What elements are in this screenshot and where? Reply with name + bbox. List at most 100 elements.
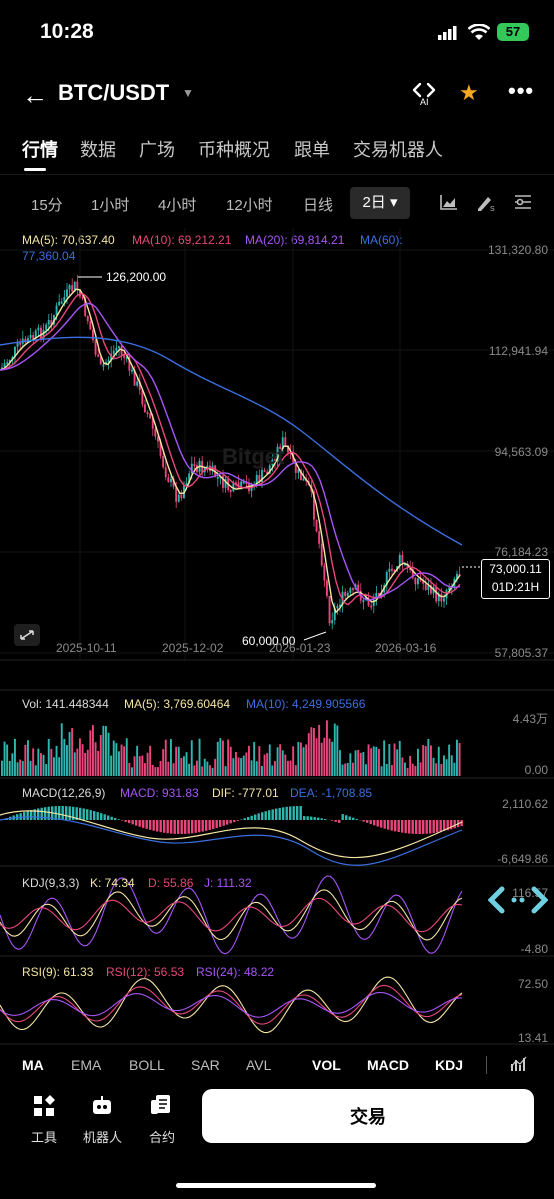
ind-tab-boll[interactable]: BOLL [129,1057,165,1073]
active-tab-indicator [24,168,46,171]
tab-data[interactable]: 数据 [80,140,116,160]
robot-label[interactable]: 机器人 [83,1130,123,1145]
macd-bar [278,807,281,820]
ind-tab-vol[interactable]: VOL [312,1057,341,1073]
tab-trading-bot[interactable]: 交易机器人 [353,140,443,160]
interval-1d[interactable]: 日线 [303,197,334,214]
ind-tab-sar[interactable]: SAR [191,1057,220,1073]
volume-bar [440,763,443,776]
vol-label: Vol: 141.448344 [22,697,109,711]
candle [352,588,354,591]
candle [112,350,115,354]
candle [326,580,328,596]
volume-bar [284,754,287,776]
interval-15m[interactable]: 15分 [31,197,63,214]
macd-bar [107,815,110,820]
volume-bar [11,753,14,776]
vol-axis-bottom: 0.00 [524,763,548,777]
candle [45,324,48,330]
volume-bar [266,753,269,776]
volume-bar [76,748,79,776]
ma5-line [0,288,461,614]
macd-bar [338,820,341,823]
macd-bar [212,820,215,830]
volume-bar [149,745,152,776]
volume-bar [302,747,305,776]
trade-button[interactable]: 交易 [202,1089,534,1143]
fullscreen-icon[interactable] [14,624,40,646]
candle [89,321,92,330]
indicator-chart-icon[interactable] [510,1055,528,1073]
pair-dropdown-icon[interactable]: ▼ [182,86,194,100]
macd-bar [432,820,435,833]
indicator-settings-icon[interactable] [514,194,532,210]
macd-bar [19,813,22,820]
code-toggle-icon[interactable] [488,886,548,914]
tab-market[interactable]: 行情 [22,140,58,160]
volume-bar [229,746,232,776]
contract-icon[interactable] [150,1094,172,1116]
tools-label[interactable]: 工具 [31,1130,58,1145]
candle [320,543,323,566]
price-axis-label: 131,320.80 [487,243,548,257]
kline-chart[interactable]: Bitget [0,228,554,1048]
candle [367,597,370,606]
tab-coin-overview[interactable]: 币种概况 [198,140,270,160]
robot-icon[interactable] [91,1095,113,1117]
macd-bar [243,818,246,820]
macd-bar [313,817,316,820]
volume-bar [144,763,146,776]
drawing-tool-icon[interactable]: S [476,194,496,212]
candle [427,585,430,590]
ai-assistant-icon[interactable]: AI [410,82,438,106]
macd-bar [208,820,211,831]
tools-icon[interactable] [33,1095,55,1117]
candle [34,330,37,339]
macd-bar [373,820,376,826]
macd-bar [352,817,355,820]
candle [313,491,315,520]
chart-type-icon[interactable] [440,194,458,210]
candle [40,327,42,339]
volume-bar [432,757,435,776]
pair-title[interactable]: BTC/USDT [58,80,170,105]
favorite-star-icon[interactable]: ★ [459,80,479,105]
volume-bar [375,746,378,776]
macd-bar [68,806,71,820]
volume-bar [268,744,271,776]
macd-bar [37,808,40,820]
macd-bar [331,820,334,821]
ind-tab-avl[interactable]: AVL [246,1057,272,1073]
interval-4h[interactable]: 4小时 [158,197,197,214]
macd-bar [149,820,152,830]
tab-square[interactable]: 广场 [139,140,175,160]
ind-tab-ma[interactable]: MA [22,1057,44,1073]
volume-bar [138,756,141,776]
volume-bar [391,765,393,776]
candle [331,620,334,624]
candle [422,580,425,584]
candle [271,459,274,466]
candle [372,599,375,606]
volume-bar [190,740,193,776]
ind-tab-kdj[interactable]: KDJ [435,1057,464,1073]
tab-copy-trading[interactable]: 跟单 [294,140,330,160]
ind-tab-macd[interactable]: MACD [367,1057,409,1073]
macd-bar [184,820,187,834]
interval-12h[interactable]: 12小时 [226,197,273,214]
volume-bar [232,758,235,776]
back-arrow-icon[interactable]: ← [22,80,48,110]
ind-tab-ema[interactable]: EMA [71,1057,102,1073]
macd-bar [429,820,432,834]
volume-bar [8,760,11,776]
volume-bar [349,753,352,776]
contract-label[interactable]: 合约 [149,1130,176,1145]
candle [302,478,305,481]
volume-bar [16,762,19,776]
more-menu-icon[interactable]: ••• [508,78,535,103]
volume-bar [409,755,412,776]
interval-2d-selected[interactable]: 2日 ▾ [350,187,410,219]
kdj-j-line [0,875,463,955]
macd-bar [215,820,218,829]
interval-1h[interactable]: 1小时 [91,197,130,214]
